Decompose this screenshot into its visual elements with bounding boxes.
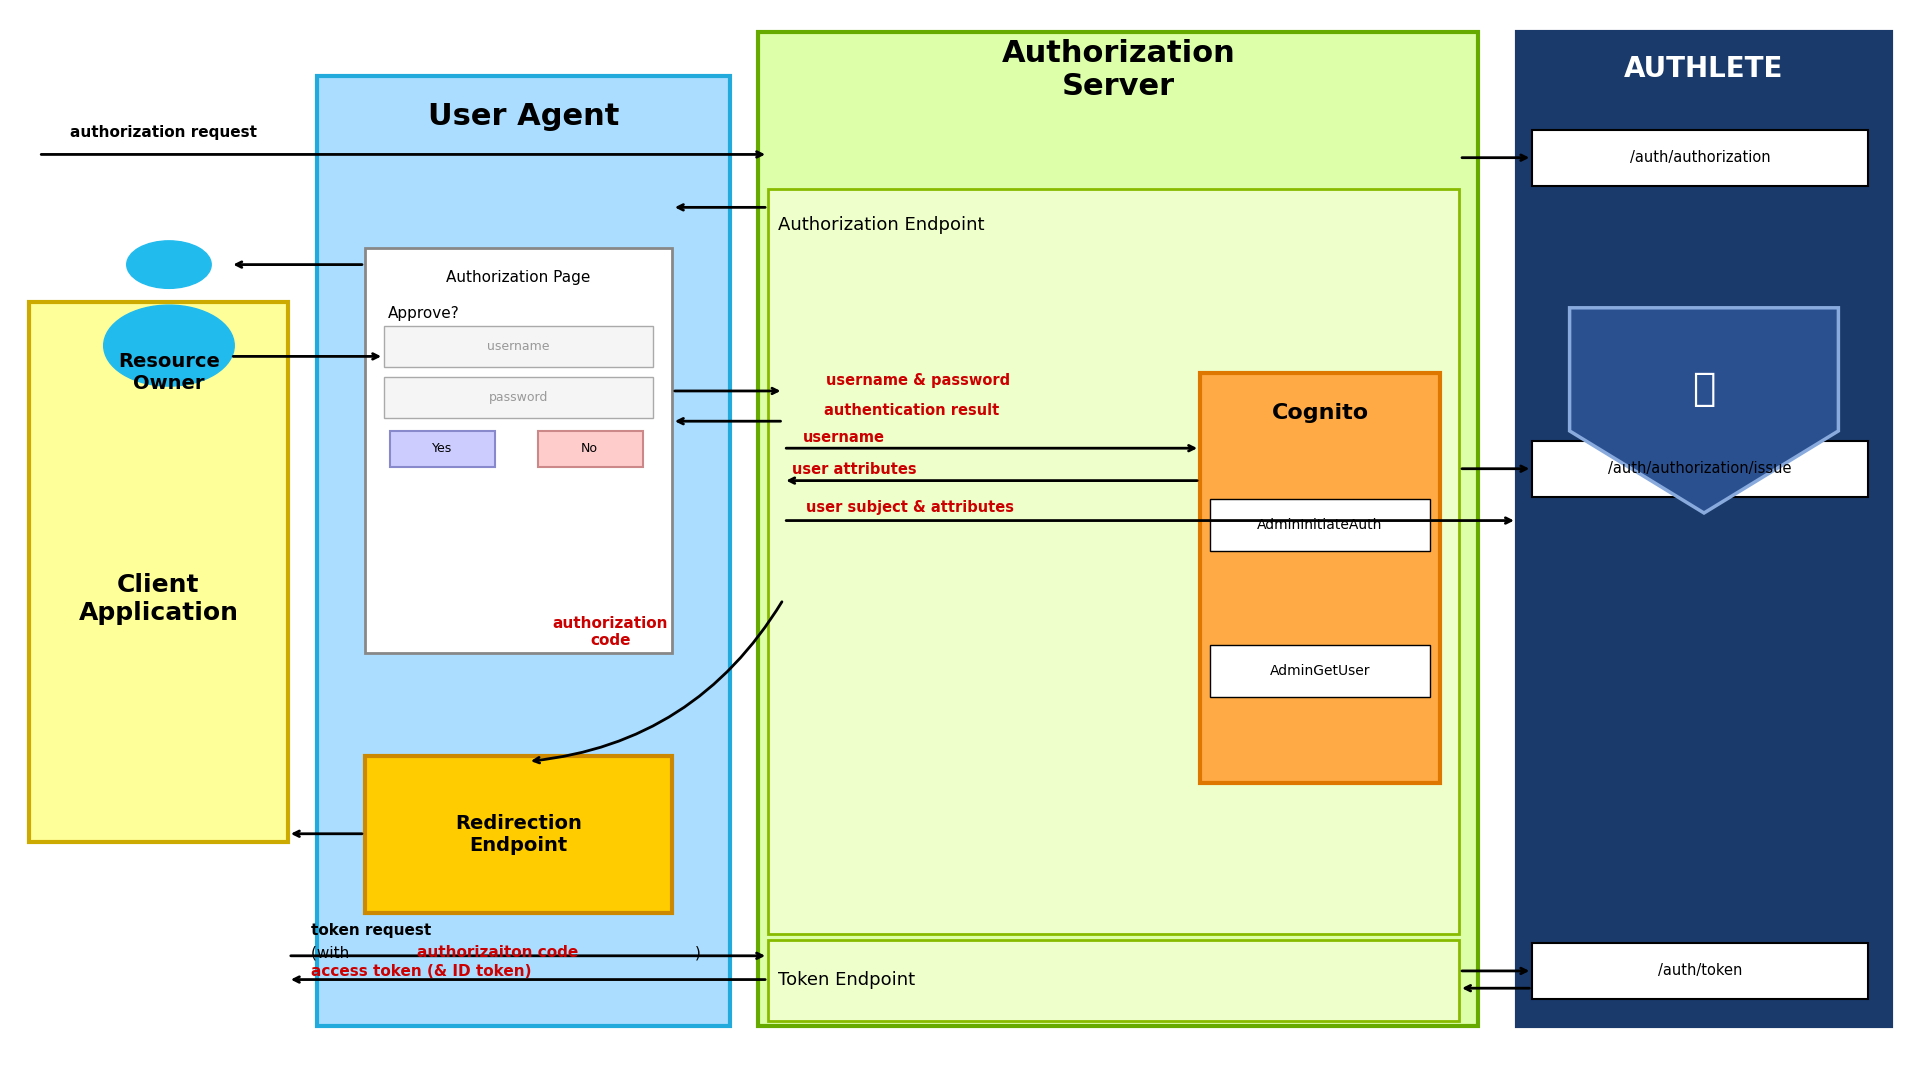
FancyBboxPatch shape [758, 32, 1478, 1026]
Text: 🦅: 🦅 [1692, 369, 1716, 408]
Text: user attributes: user attributes [793, 462, 916, 477]
Text: authorizaiton code: authorizaiton code [417, 945, 578, 960]
Text: AdminInitiateAuth: AdminInitiateAuth [1258, 518, 1382, 531]
Text: Authorization
Server: Authorization Server [1002, 39, 1235, 102]
Text: User Agent: User Agent [428, 103, 618, 131]
Text: (with: (with [311, 945, 353, 960]
FancyBboxPatch shape [1517, 32, 1891, 1026]
Text: authorization request: authorization request [69, 125, 257, 140]
Text: Yes: Yes [432, 442, 451, 455]
FancyBboxPatch shape [768, 940, 1459, 1021]
FancyBboxPatch shape [1532, 441, 1868, 497]
Text: password: password [490, 391, 547, 404]
FancyBboxPatch shape [1210, 499, 1430, 551]
Text: /auth/token: /auth/token [1659, 963, 1741, 978]
Text: authentication result: authentication result [824, 403, 1000, 418]
Text: Resource
Owner: Resource Owner [117, 352, 221, 393]
FancyBboxPatch shape [1200, 373, 1440, 783]
FancyBboxPatch shape [365, 248, 672, 653]
Text: Approve?: Approve? [388, 306, 459, 321]
FancyBboxPatch shape [768, 189, 1459, 934]
Polygon shape [1571, 308, 1839, 513]
Text: authorization
code: authorization code [553, 616, 668, 648]
FancyBboxPatch shape [317, 76, 730, 1026]
Text: Redirection
Endpoint: Redirection Endpoint [455, 814, 582, 854]
Text: Cognito: Cognito [1271, 403, 1369, 423]
FancyBboxPatch shape [1532, 943, 1868, 999]
Text: Token Endpoint: Token Endpoint [778, 971, 914, 989]
Text: ): ) [695, 945, 701, 960]
Ellipse shape [104, 305, 234, 386]
Text: /auth/authorization: /auth/authorization [1630, 150, 1770, 165]
Text: username & password: username & password [826, 373, 1010, 388]
FancyBboxPatch shape [1210, 645, 1430, 697]
Text: token request: token request [311, 923, 432, 939]
FancyBboxPatch shape [1532, 130, 1868, 186]
Circle shape [127, 241, 211, 288]
FancyBboxPatch shape [384, 377, 653, 418]
FancyBboxPatch shape [390, 431, 495, 467]
FancyBboxPatch shape [538, 431, 643, 467]
FancyBboxPatch shape [365, 756, 672, 913]
Text: /auth/authorization/issue: /auth/authorization/issue [1609, 461, 1791, 476]
FancyBboxPatch shape [29, 302, 288, 842]
Text: username: username [803, 430, 885, 445]
Text: AdminGetUser: AdminGetUser [1269, 664, 1371, 677]
Text: user subject & attributes: user subject & attributes [806, 500, 1014, 515]
FancyBboxPatch shape [384, 326, 653, 367]
Text: Client
Application: Client Application [79, 573, 238, 625]
Text: AUTHLETE: AUTHLETE [1624, 55, 1784, 83]
Text: access token (& ID token): access token (& ID token) [311, 964, 532, 980]
Text: Authorization Endpoint: Authorization Endpoint [778, 216, 985, 234]
Text: username: username [488, 340, 549, 353]
Text: Authorization Page: Authorization Page [445, 270, 591, 285]
Text: No: No [582, 442, 597, 455]
